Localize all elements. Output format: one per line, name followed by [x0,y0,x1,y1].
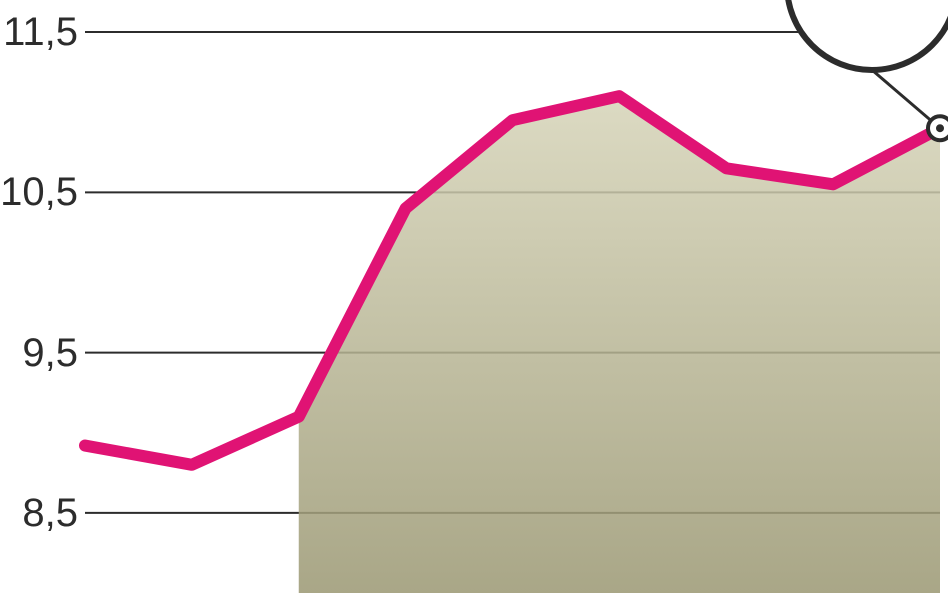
chart-canvas [0,0,948,593]
line-area-chart: 8,5 9,5 10,5 11,5 [0,0,948,593]
end-marker-inner [936,124,944,132]
area-fill [299,96,940,593]
callout-bubble [787,0,948,70]
y-tick-label: 11,5 [3,10,78,55]
y-tick-label: 10,5 [0,170,78,215]
y-tick-label: 9,5 [22,331,78,376]
y-tick-label: 8,5 [22,491,78,536]
